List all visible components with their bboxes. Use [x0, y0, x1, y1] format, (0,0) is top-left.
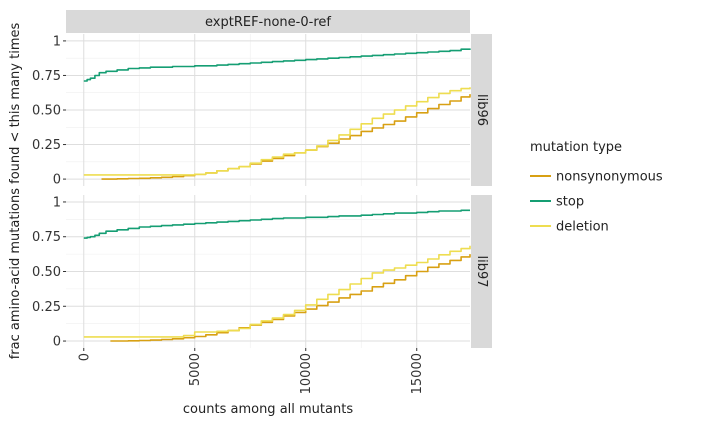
y-tick-label: 0.25 [32, 138, 61, 153]
legend-item-stop: stop [530, 195, 584, 210]
gridlines [66, 34, 470, 186]
y-tick-label: 0 [53, 335, 61, 350]
y-tick-label: 0.50 [32, 104, 61, 119]
y-tick-label: 0 [53, 173, 61, 188]
legend-label-stop: stop [556, 195, 584, 210]
legend-item-nonsynonymous: nonsynonymous [530, 170, 663, 185]
series-line-stop [83, 209, 470, 239]
legend-label-deletion: deletion [556, 220, 609, 235]
legend-title: mutation type [530, 140, 622, 155]
facet-strip-right: lib96 [471, 34, 492, 186]
x-tick-label: 5000 [188, 353, 203, 386]
legend-items: nonsynonymous stop deletion [530, 170, 663, 235]
panel-lib97: 0 0.25 0.50 0.75 1 lib97 [32, 195, 492, 350]
panels: 0 0.25 0.50 0.75 1 lib96 0 0.25 0.50 0.75 1 lib97 [32, 34, 492, 350]
series-line-deletion [83, 87, 471, 176]
facet-strip-right-label: lib97 [474, 255, 489, 287]
y-tick-label: 0.75 [32, 230, 61, 245]
facet-strip-top-background [66, 10, 470, 33]
x-axis-title: counts among all mutants [183, 402, 353, 417]
panel-lib96: 0 0.25 0.50 0.75 1 lib96 [32, 34, 492, 188]
facet-strip-right-background [471, 195, 492, 348]
x-tick-label: 15000 [410, 353, 425, 394]
x-tick-label: 10000 [299, 353, 314, 394]
gridlines [66, 195, 470, 348]
series-line-nonsynonymous [101, 94, 471, 180]
facet-strip-right-label: lib96 [474, 94, 489, 126]
x-axis: 0 5000 10000 15000 [77, 348, 425, 394]
y-tick-label: 1 [53, 195, 61, 210]
series-line-stop [83, 48, 471, 82]
facet-strip-top-label: exptREF-none-0-ref [205, 15, 331, 30]
legend-label-nonsynonymous: nonsynonymous [556, 170, 663, 185]
facet-strip-right: lib97 [471, 195, 492, 348]
x-tick-label: 0 [77, 353, 92, 361]
y-axis-title: frac amino-acid mutations found < this m… [8, 23, 23, 360]
legend: mutation type nonsynonymous stop deletion [530, 140, 663, 235]
y-tick-label: 0.25 [32, 300, 61, 315]
y-tick-label: 0.50 [32, 265, 61, 280]
y-tick-label: 1 [53, 34, 61, 49]
facet-strip-top: exptREF-none-0-ref [66, 10, 470, 33]
legend-item-deletion: deletion [530, 220, 609, 235]
facet-strip-right-background [471, 34, 492, 186]
y-tick-label: 0.75 [32, 69, 61, 84]
series-line-deletion [83, 245, 471, 338]
